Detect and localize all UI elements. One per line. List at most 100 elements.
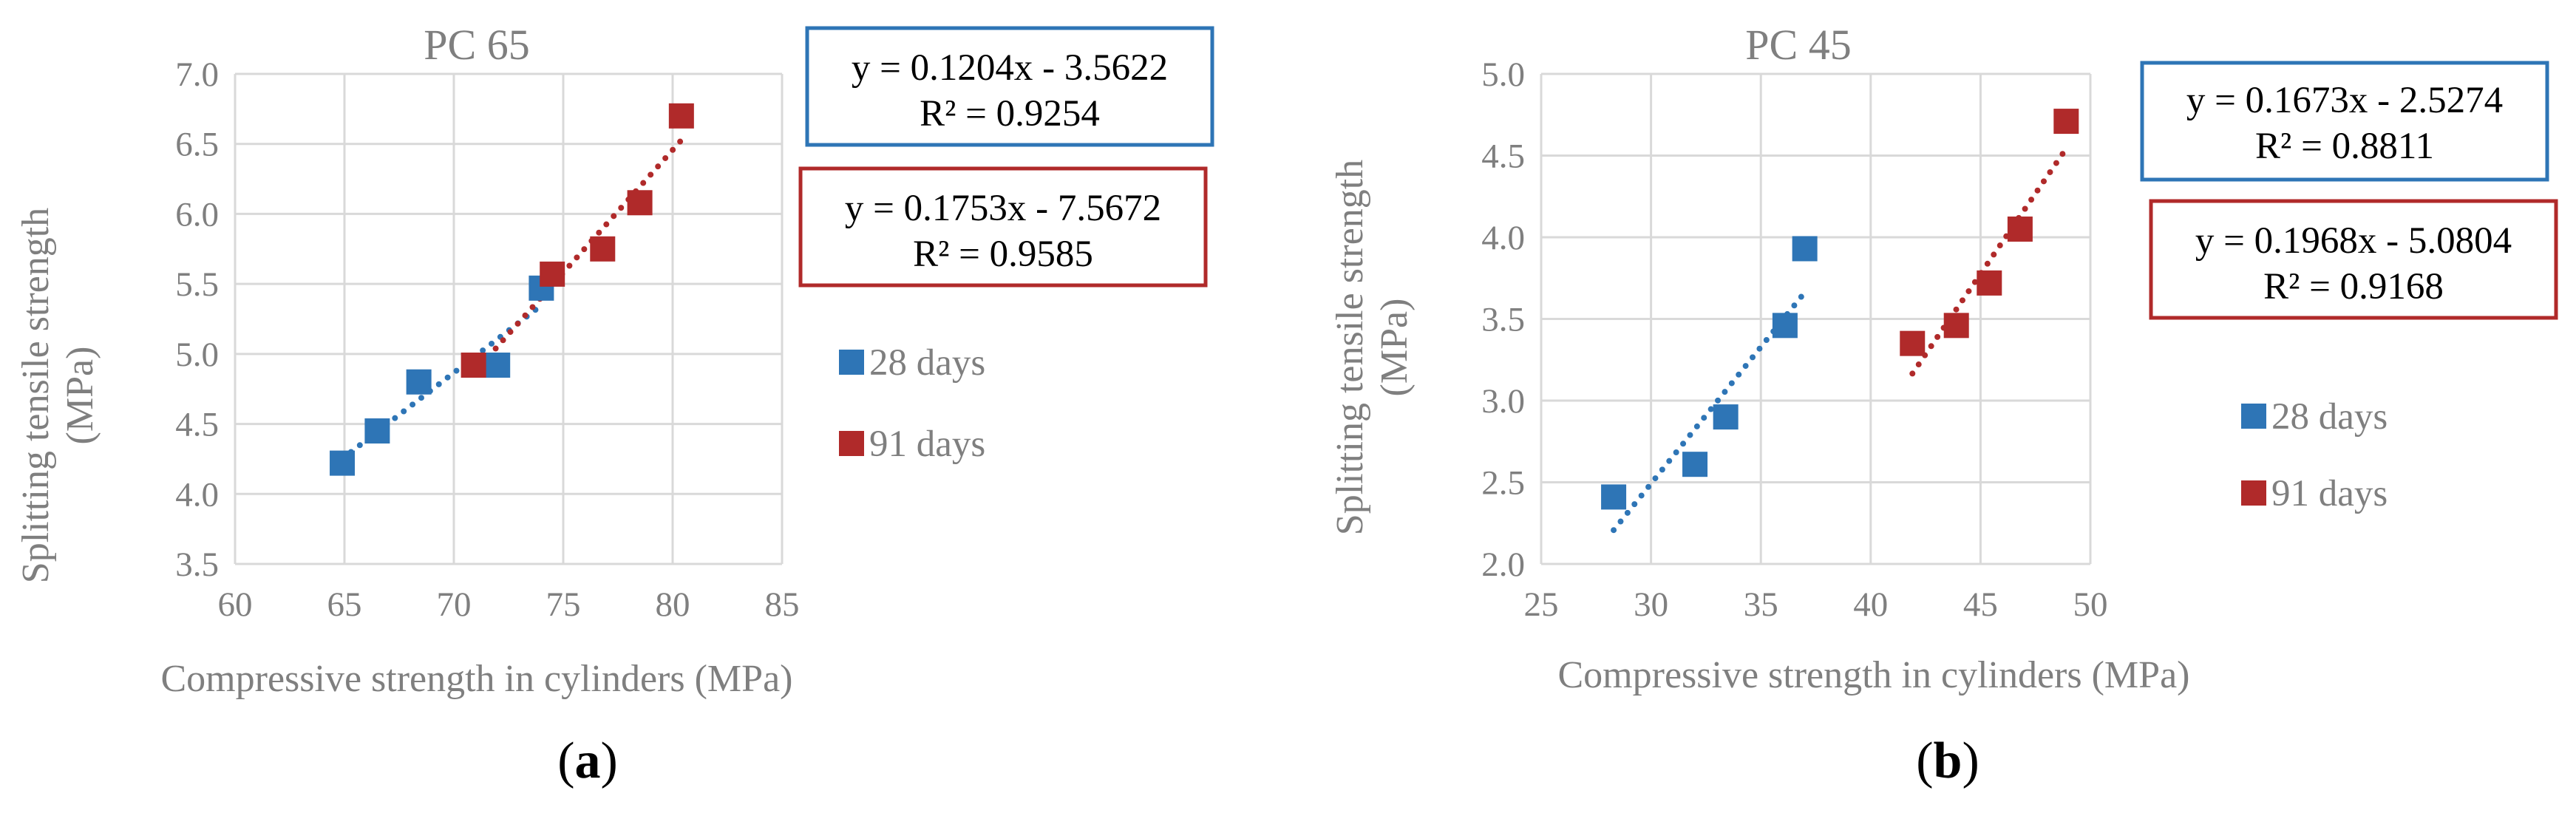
x-tick-label: 35 [1744, 585, 1778, 624]
x-tick-label: 30 [1634, 585, 1668, 624]
y-tick-label: 4.5 [1481, 137, 1525, 176]
y-tick-label: 3.5 [175, 545, 219, 584]
x-tick-label: 40 [1853, 585, 1888, 624]
r-squared-91-a: R² = 0.9585 [913, 234, 1093, 275]
legend-label-28-days-b: 28 days [2271, 396, 2388, 438]
data-point-28-days [406, 369, 432, 395]
data-point-91-days [590, 236, 616, 262]
legend-b: 28 days 91 days [2241, 396, 2388, 514]
y-tick-label: 4.5 [175, 406, 219, 444]
y-tick-labels-a: 3.5 4.0 4.5 5.0 5.5 6.0 6.5 7.0 [175, 55, 219, 584]
gridlines-a [234, 72, 784, 565]
data-point-28-days [364, 418, 390, 444]
chart-title-a: PC 65 [424, 21, 529, 69]
y-axis-label-a-line1: Splitting tensile strength [15, 208, 57, 583]
y-tick-label: 4.0 [1481, 219, 1525, 257]
y-tick-label: 2.5 [1481, 464, 1525, 503]
equation-box-91-days-a: y = 0.1753x - 7.5672 R² = 0.9585 [798, 166, 1208, 288]
y-tick-label: 6.0 [175, 195, 219, 234]
panel-label-b: (b) [1916, 732, 1979, 789]
data-point-91-days [2007, 216, 2033, 242]
equation-box-frame-28-a [805, 26, 1214, 147]
y-tick-label: 5.5 [175, 265, 219, 304]
trendline-equation-28-b: y = 0.1673x - 2.5274 [2186, 80, 2503, 121]
x-tick-label: 60 [218, 585, 253, 624]
data-point-91-days [461, 353, 486, 378]
data-point-28-days [1601, 484, 1627, 510]
y-tick-label: 3.0 [1481, 382, 1525, 421]
data-point-91-days [668, 103, 694, 129]
data-points-a [330, 103, 694, 476]
data-point-91-days [2053, 109, 2079, 135]
chart-panel-b: 2.0 2.5 3.0 3.5 4.0 4.5 5.0 25 30 35 40 45 50 PC 45… [1329, 21, 2558, 789]
x-tick-label: 75 [546, 585, 581, 624]
y-tick-label: 3.5 [1481, 301, 1525, 339]
legend-marker-91-days-a [839, 431, 864, 456]
data-point-28-days [330, 450, 356, 476]
data-point-91-days [540, 261, 565, 287]
y-tick-label: 7.0 [175, 55, 219, 94]
data-point-91-days [1943, 313, 1969, 339]
y-tick-label: 4.0 [175, 475, 219, 514]
equation-box-frame-91-b [2149, 199, 2558, 320]
data-point-28-days [1682, 452, 1708, 477]
data-points-b [1601, 109, 2079, 510]
data-point-91-days [1977, 270, 2002, 296]
panel-label-open-b: ( [1916, 732, 1933, 789]
equation-box-frame-91-a [798, 166, 1208, 288]
equation-box-frame-28-b [2140, 61, 2549, 182]
data-point-28-days [1772, 313, 1798, 339]
trendline-91-days [1909, 145, 2070, 377]
y-axis-label-b-line1: Splitting tensile strength [1329, 160, 1371, 535]
r-squared-91-b: R² = 0.9168 [2263, 266, 2444, 307]
data-point-91-days [1900, 330, 1926, 356]
data-point-28-days [1792, 236, 1818, 262]
legend-marker-28-days-b [2241, 404, 2266, 429]
trendline-91-days [470, 137, 684, 377]
equation-box-91-days-b: y = 0.1968x - 5.0804 R² = 0.9168 [2149, 199, 2558, 320]
y-axis-label-a-line2: (MPa) [59, 347, 101, 445]
panel-label-close-a: ) [601, 732, 618, 789]
chart-title-b: PC 45 [1745, 21, 1851, 69]
y-tick-label: 2.0 [1481, 545, 1525, 584]
data-point-91-days [627, 190, 653, 216]
gridlines-b [1540, 72, 2092, 565]
legend-label-91-days-b: 91 days [2271, 473, 2388, 514]
equation-box-28-days-a: y = 0.1204x - 3.5622 R² = 0.9254 [805, 26, 1214, 147]
panel-label-a: (a) [557, 732, 618, 789]
legend-label-91-days-a: 91 days [869, 424, 985, 465]
x-tick-label: 45 [1963, 585, 1998, 624]
panel-label-open-a: ( [557, 732, 574, 789]
equation-box-28-days-b: y = 0.1673x - 2.5274 R² = 0.8811 [2140, 61, 2549, 182]
trendline-equation-28-a: y = 0.1204x - 3.5622 [852, 47, 1168, 89]
y-tick-label: 5.0 [1481, 55, 1525, 94]
x-tick-label: 85 [765, 585, 800, 624]
r-squared-28-a: R² = 0.9254 [920, 93, 1100, 135]
legend-marker-91-days-b [2241, 480, 2266, 506]
y-tick-label: 5.0 [175, 336, 219, 374]
data-point-28-days [485, 353, 511, 378]
x-tick-label: 50 [2073, 585, 2108, 624]
x-axis-label-b: Compressive strength in cylinders (MPa) [1558, 654, 2190, 696]
panel-label-letter-b: b [1934, 732, 1962, 789]
x-tick-label: 80 [656, 585, 690, 624]
panel-label-letter-a: a [575, 732, 601, 789]
chart-panel-a: 3.5 4.0 4.5 5.0 5.5 6.0 6.5 7.0 60 65 70 75 80 85 PC… [15, 21, 1214, 789]
trendline-equation-91-b: y = 0.1968x - 5.0804 [2195, 220, 2512, 262]
legend-marker-28-days-a [839, 350, 864, 375]
x-tick-labels-b: 25 30 35 40 45 50 [1524, 585, 2108, 624]
trendlines-b [1611, 145, 2070, 534]
trendlines-a [339, 137, 684, 462]
panel-label-close-b: ) [1962, 732, 1979, 789]
x-tick-label: 25 [1524, 585, 1559, 624]
data-point-28-days [1713, 404, 1739, 430]
trendline-equation-91-a: y = 0.1753x - 7.5672 [845, 188, 1161, 229]
legend-a: 28 days 91 days [839, 342, 985, 465]
y-axis-label-b-line2: (MPa) [1373, 299, 1416, 397]
x-tick-label: 65 [327, 585, 362, 624]
y-tick-labels-b: 2.0 2.5 3.0 3.5 4.0 4.5 5.0 [1481, 55, 1525, 584]
x-tick-labels-a: 60 65 70 75 80 85 [218, 585, 800, 624]
y-tick-label: 6.5 [175, 126, 219, 164]
x-tick-label: 70 [437, 585, 472, 624]
